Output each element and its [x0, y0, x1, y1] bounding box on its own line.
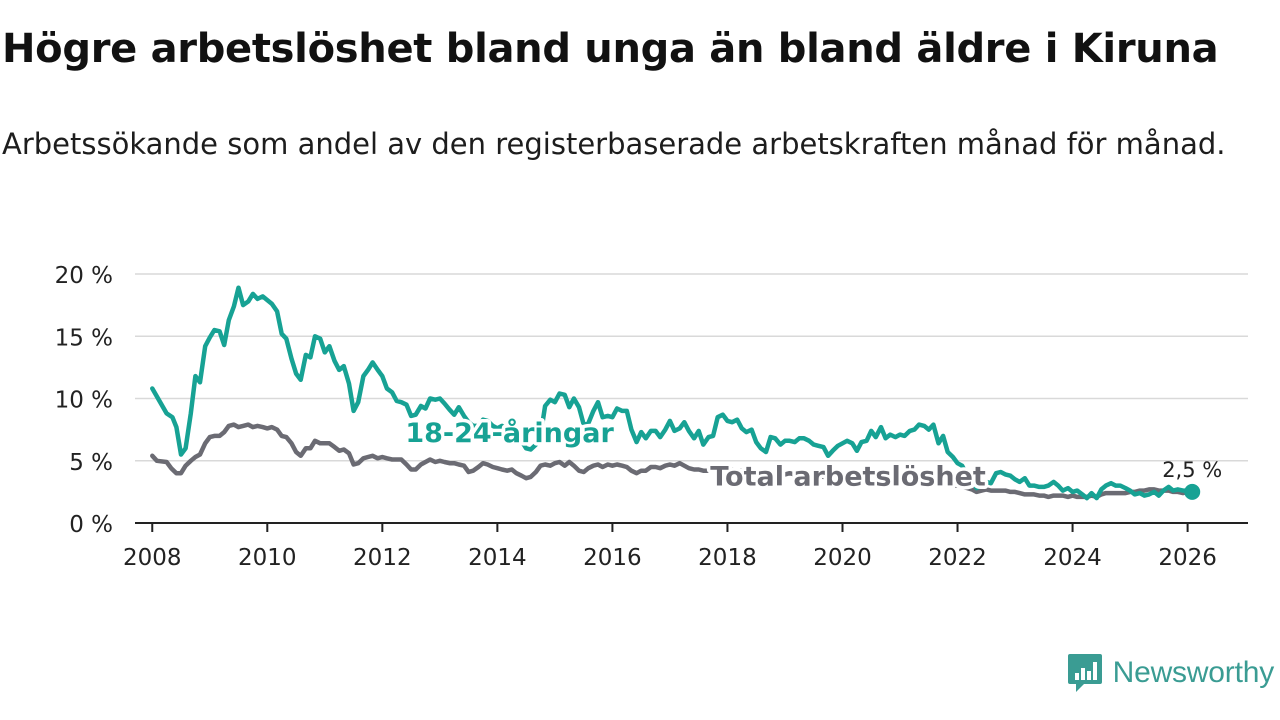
chart-title: Högre arbetslöshet bland unga än bland ä… [2, 26, 1219, 72]
x-tick-label: 2018 [698, 545, 757, 571]
chart-subtitle: Arbetssökande som andel av den registerb… [2, 127, 1226, 161]
y-tick-label: 0 % [69, 512, 113, 538]
gridlines [135, 273, 1248, 524]
y-axis-ticks: 0 % 5 % 10 % 15 % 20 % [55, 263, 113, 538]
youth-series-line [150, 285, 1195, 501]
series-labels: 18-24-åringar Total arbetslöshet 2,5 % [402, 414, 1222, 500]
youth-series-label: 18-24-åringar [405, 417, 614, 449]
x-tick-label: 2026 [1158, 545, 1217, 571]
x-tick-label: 2022 [928, 545, 987, 571]
brand-name: Newsworthy [1112, 656, 1275, 689]
x-tick-label: 2024 [1043, 545, 1102, 571]
total-series-label: Total arbetslöshet [710, 462, 986, 493]
end-value-label: 2,5 % [1162, 458, 1222, 482]
y-tick-label: 15 % [55, 325, 113, 351]
x-axis-ticks: 2008 2010 2012 2014 2016 2018 2020 2022 2024 2026 [123, 523, 1217, 571]
x-tick-label: 2012 [353, 545, 412, 571]
bar-chart-speech-icon [1067, 654, 1102, 692]
x-tick-label: 2016 [583, 545, 642, 571]
x-tick-label: 2008 [123, 545, 182, 571]
x-tick-label: 2010 [238, 545, 297, 571]
newsworthy-logo: Newsworthy [1067, 653, 1274, 693]
end-point-marker [1184, 483, 1201, 500]
total-series-line [150, 422, 1195, 500]
series-lines [150, 285, 1195, 501]
y-tick-label: 20 % [55, 263, 113, 289]
x-tick-label: 2020 [813, 545, 872, 571]
x-tick-label: 2014 [468, 545, 527, 571]
y-tick-label: 10 % [55, 388, 113, 414]
y-tick-label: 5 % [69, 450, 113, 476]
